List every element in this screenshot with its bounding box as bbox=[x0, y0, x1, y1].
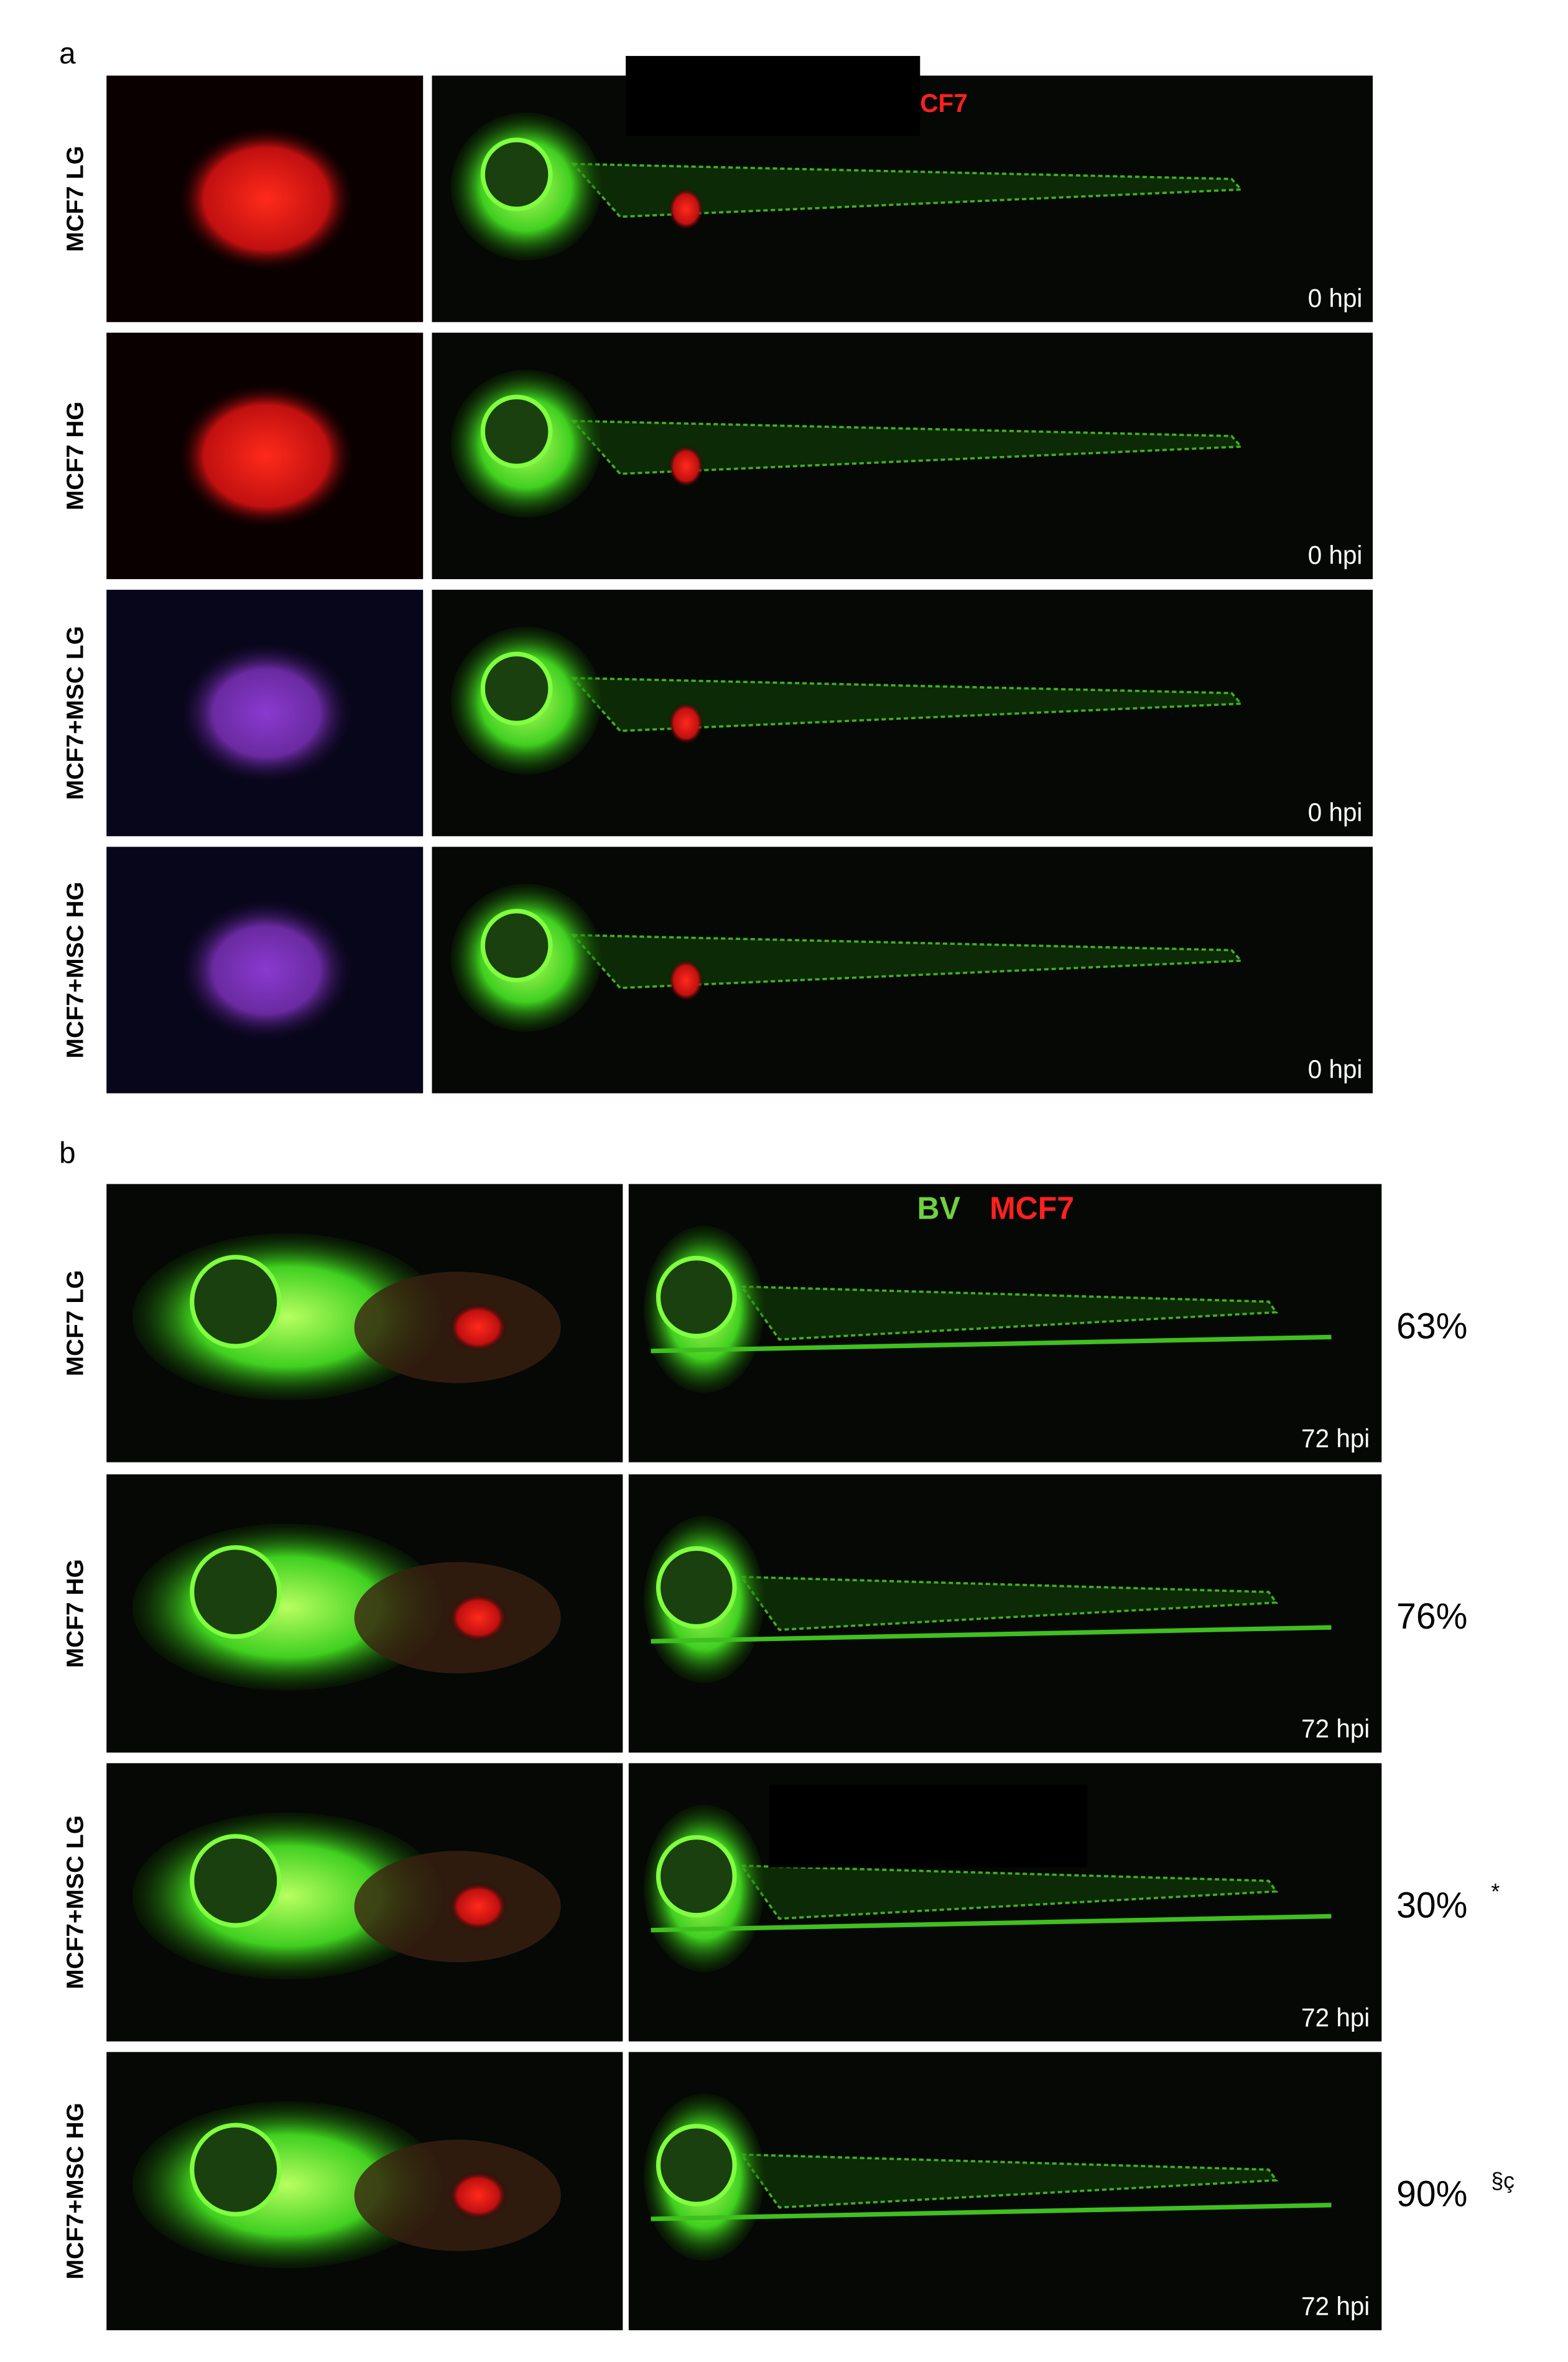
vessel bbox=[739, 2153, 1279, 2209]
redaction bbox=[769, 1784, 1088, 1868]
fish-eye bbox=[480, 394, 553, 468]
tumor bbox=[448, 2171, 508, 2220]
fish-eye bbox=[480, 651, 553, 726]
fish-eye bbox=[480, 137, 553, 212]
fish-eye bbox=[190, 1545, 282, 1639]
row-label: MCF7+MSC LG bbox=[62, 1815, 89, 1989]
tumor bbox=[668, 188, 704, 231]
vessel bbox=[570, 934, 1244, 990]
percentage: 30% bbox=[1396, 1885, 1467, 1926]
row-label: MCF7 LG bbox=[62, 146, 89, 252]
percentage: 63% bbox=[1396, 1306, 1467, 1347]
cell-cluster bbox=[177, 383, 355, 529]
tumor bbox=[668, 702, 704, 745]
cell-cluster bbox=[177, 897, 355, 1043]
fish-eye bbox=[190, 1255, 282, 1349]
time-label: 72 hpi bbox=[1301, 1714, 1370, 1744]
tail-vessel bbox=[651, 1334, 1332, 1354]
row-label: MCF7 LG bbox=[62, 1270, 89, 1377]
row-label: MCF7+MSC HG bbox=[62, 2103, 89, 2279]
tail-vessel bbox=[651, 1625, 1332, 1644]
cell-cluster bbox=[177, 640, 355, 786]
tumor bbox=[448, 1303, 508, 1352]
legend-mcf7: CF7 bbox=[920, 88, 967, 117]
time-label: 72 hpi bbox=[1301, 2292, 1370, 2320]
tail-vessel bbox=[651, 1913, 1332, 1933]
row-label: MCF7+MSC LG bbox=[62, 626, 89, 800]
panel-label: b bbox=[59, 1136, 75, 1170]
panel-label: a bbox=[59, 37, 76, 71]
tumor bbox=[448, 1593, 508, 1642]
tumor bbox=[448, 1882, 508, 1931]
time-label: 0 hpi bbox=[1308, 541, 1363, 570]
vessel bbox=[570, 676, 1244, 732]
percentage: 76% bbox=[1396, 1596, 1467, 1637]
tail-vessel bbox=[651, 2203, 1332, 2221]
tumor bbox=[668, 959, 704, 1002]
row-label: MCF7 HG bbox=[62, 401, 89, 510]
time-label: 72 hpi bbox=[1301, 2003, 1370, 2032]
fish-eye bbox=[190, 1834, 282, 1928]
fish-eye bbox=[656, 1546, 737, 1629]
fish-eye bbox=[656, 1834, 737, 1918]
vessel bbox=[570, 419, 1244, 475]
fish-eye bbox=[656, 2124, 737, 2206]
vessel bbox=[570, 162, 1244, 218]
row-label: MCF7+MSC HG bbox=[62, 881, 89, 1058]
fish-eye bbox=[656, 1255, 737, 1339]
time-label: 72 hpi bbox=[1301, 1424, 1370, 1453]
tumor bbox=[668, 445, 704, 488]
time-label: 0 hpi bbox=[1308, 798, 1363, 827]
fish-eye bbox=[480, 909, 553, 983]
vessel bbox=[739, 1285, 1279, 1341]
legend-mcf7: MCF7 bbox=[990, 1190, 1074, 1226]
significance: * bbox=[1491, 1879, 1500, 1904]
vessel bbox=[739, 1864, 1279, 1920]
percentage: 90% bbox=[1396, 2174, 1467, 2215]
vessel bbox=[739, 1575, 1279, 1631]
row-label: MCF7 HG bbox=[62, 1559, 89, 1668]
significance: §ç bbox=[1491, 2167, 1515, 2193]
time-label: 0 hpi bbox=[1308, 1055, 1363, 1084]
fish-eye bbox=[190, 2123, 282, 2217]
redaction bbox=[626, 55, 921, 136]
cell-cluster bbox=[177, 126, 355, 272]
time-label: 0 hpi bbox=[1308, 284, 1363, 312]
legend-bv: BV bbox=[917, 1190, 961, 1226]
